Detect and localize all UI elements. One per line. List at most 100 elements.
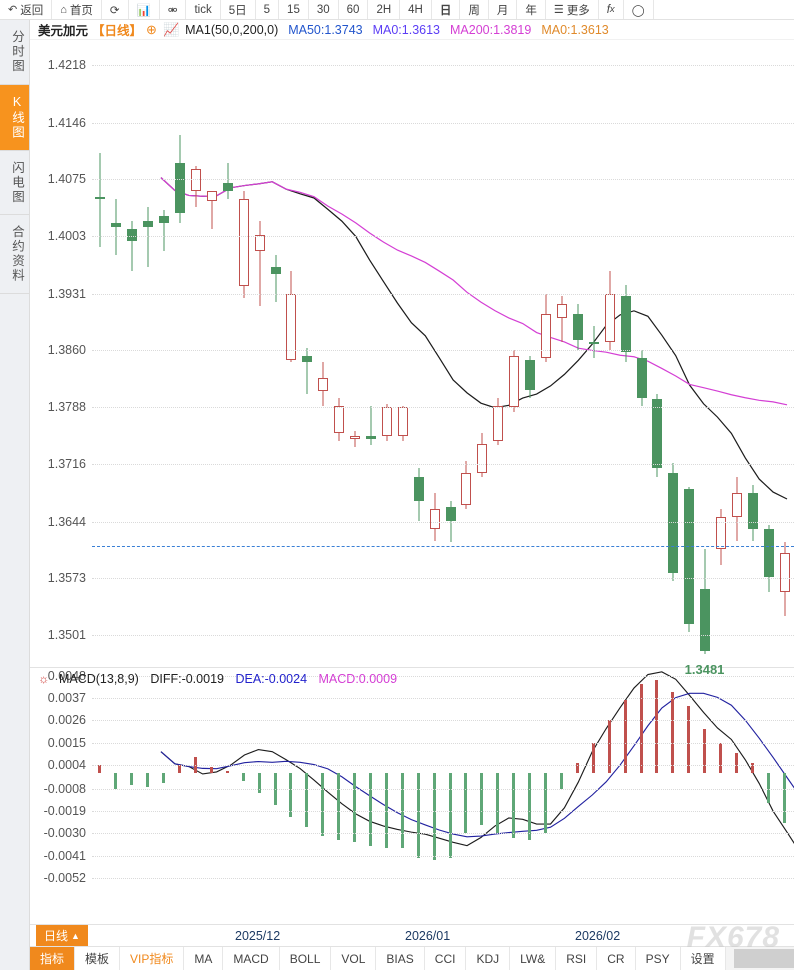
- bottom-toolbar-item-指标[interactable]: 指标: [30, 947, 75, 970]
- line-chart-icon[interactable]: 📈: [163, 22, 179, 38]
- bottom-toolbar-item-boll[interactable]: BOLL: [280, 947, 332, 970]
- bottom-toolbar-item-lw&[interactable]: LW&: [510, 947, 556, 970]
- macd-histogram-bar[interactable]: [592, 743, 595, 773]
- bottom-toolbar-item-cr[interactable]: CR: [597, 947, 635, 970]
- macd-histogram-bar[interactable]: [114, 773, 117, 789]
- macd-y-axis: 0.0048 0.0037 0.0026 0.0015 0.0004 -0.0008 -0.…: [30, 668, 92, 924]
- tab-2hour[interactable]: 2H: [368, 0, 400, 19]
- macd-histogram-bar[interactable]: [687, 706, 690, 773]
- macd-histogram-bar[interactable]: [655, 680, 658, 773]
- home-button[interactable]: ⌂ 首页: [52, 0, 102, 19]
- ma-config-label: MA1(50,0,200,0): [185, 23, 278, 37]
- macd-histogram-bar[interactable]: [544, 773, 547, 834]
- macd-histogram-bar[interactable]: [449, 773, 452, 858]
- macd-histogram-bar[interactable]: [178, 765, 181, 773]
- macd-histogram-bar[interactable]: [146, 773, 149, 787]
- macd-histogram-bar[interactable]: [305, 773, 308, 827]
- macd-histogram-bar[interactable]: [385, 773, 388, 848]
- macd-header: ☼ MACD(13,8,9) DIFF:-0.0019 DEA:-0.0024 …: [38, 672, 397, 686]
- tab-yearly[interactable]: 年: [517, 0, 546, 19]
- macd-histogram-bar[interactable]: [337, 773, 340, 840]
- tab-15min[interactable]: 15: [279, 0, 309, 19]
- tab-daily[interactable]: 日: [432, 0, 461, 19]
- bottom-toolbar-item-kdj[interactable]: KDJ: [466, 947, 510, 970]
- macd-histogram-bar[interactable]: [496, 773, 499, 834]
- bottom-toolbar-item-ma[interactable]: MA: [184, 947, 223, 970]
- price-y-tick: 1.3716: [48, 457, 86, 471]
- macd-bars-area[interactable]: [92, 668, 794, 924]
- macd-histogram-bar[interactable]: [401, 773, 404, 848]
- toolbar-scrollbar-thumb[interactable]: [734, 949, 794, 968]
- chart-type-button[interactable]: 📊: [129, 0, 160, 19]
- home-icon: ⌂: [60, 4, 67, 16]
- price-chart-panel[interactable]: 1.4218 1.4146 1.4075 1.4003 1.3931 1.3860 1.37…: [30, 40, 794, 668]
- macd-histogram-bar[interactable]: [528, 773, 531, 840]
- bottom-toolbar-item-模板[interactable]: 模板: [75, 947, 120, 970]
- ma0-orange-value-label: MA0:1.3613: [541, 23, 608, 37]
- macd-histogram-bar[interactable]: [671, 692, 674, 773]
- macd-y-tick: -0.0052: [44, 871, 86, 885]
- tab-30min[interactable]: 30: [309, 0, 339, 19]
- period-selector-daily[interactable]: 日线 ▲: [36, 925, 88, 946]
- bottom-toolbar-item-macd[interactable]: MACD: [223, 947, 279, 970]
- sidebar-item-timeshare[interactable]: 分时图: [0, 20, 29, 85]
- macd-histogram-bar[interactable]: [560, 773, 563, 789]
- tab-4hour[interactable]: 4H: [400, 0, 432, 19]
- date-tick-2026-01: 2026/01: [405, 929, 450, 943]
- extra-button[interactable]: ◯: [624, 0, 654, 19]
- macd-histogram-bar[interactable]: [480, 773, 483, 825]
- tab-tick[interactable]: tick: [186, 0, 220, 19]
- bottom-toolbar-item-rsi[interactable]: RSI: [556, 947, 597, 970]
- bar-chart-icon: 📊: [137, 3, 151, 17]
- back-button[interactable]: ↶ 返回: [0, 0, 52, 19]
- chart-area: 美元加元 【日线】 ⊕ 📈 MA1(50,0,200,0) MA50:1.374…: [30, 20, 794, 970]
- sidebar-item-kline[interactable]: K线图: [0, 85, 29, 151]
- period-dropdown-icon: ▲: [71, 931, 80, 941]
- price-candles-area[interactable]: [92, 40, 794, 667]
- macd-histogram-bar[interactable]: [210, 767, 213, 773]
- circle-plus-icon[interactable]: ⊕: [146, 22, 157, 38]
- macd-histogram-bar[interactable]: [321, 773, 324, 836]
- macd-panel[interactable]: ☼ MACD(13,8,9) DIFF:-0.0019 DEA:-0.0024 …: [30, 668, 794, 925]
- price-y-tick: 1.4146: [48, 116, 86, 130]
- more-button[interactable]: ☰ 更多: [546, 0, 599, 19]
- macd-histogram-bar[interactable]: [98, 765, 101, 773]
- tab-weekly[interactable]: 周: [460, 0, 489, 19]
- macd-histogram-bar[interactable]: [369, 773, 372, 846]
- indicator-sliders-button[interactable]: ⚮: [160, 0, 187, 19]
- sidebar-item-flash[interactable]: 闪电图: [0, 151, 29, 216]
- macd-histogram-bar[interactable]: [624, 700, 627, 773]
- bottom-toolbar-item-vol[interactable]: VOL: [331, 947, 376, 970]
- macd-histogram-bar[interactable]: [353, 773, 356, 842]
- macd-histogram-bar[interactable]: [162, 773, 165, 783]
- macd-histogram-bar[interactable]: [258, 773, 261, 793]
- macd-histogram-bar[interactable]: [417, 773, 420, 858]
- macd-histogram-bar[interactable]: [735, 753, 738, 773]
- toolbar-scrollbar-track[interactable]: [726, 947, 794, 970]
- refresh-button[interactable]: ⟳: [102, 0, 129, 19]
- macd-histogram-bar[interactable]: [703, 729, 706, 773]
- macd-histogram-bar[interactable]: [130, 773, 133, 785]
- bottom-toolbar-item-bias[interactable]: BIAS: [376, 947, 424, 970]
- macd-histogram-bar[interactable]: [783, 773, 786, 823]
- date-axis[interactable]: 日线 ▲ 2025/12 2026/01 2026/02 FX678: [30, 925, 794, 947]
- macd-histogram-bar[interactable]: [767, 773, 770, 803]
- macd-histogram-bar[interactable]: [226, 771, 229, 773]
- bottom-toolbar-item-cci[interactable]: CCI: [425, 947, 467, 970]
- sidebar-item-contract-info[interactable]: 合约资料: [0, 215, 29, 294]
- bottom-toolbar-item-vip指标[interactable]: VIP指标: [120, 947, 184, 970]
- macd-histogram-bar[interactable]: [433, 773, 436, 860]
- refresh-icon: ⟳: [110, 3, 120, 17]
- tab-5min[interactable]: 5: [256, 0, 279, 19]
- tab-monthly[interactable]: 月: [489, 0, 518, 19]
- macd-histogram-bar[interactable]: [512, 773, 515, 838]
- macd-histogram-bar[interactable]: [464, 773, 467, 834]
- tab-60min[interactable]: 60: [339, 0, 369, 19]
- macd-histogram-bar[interactable]: [242, 773, 245, 781]
- macd-histogram-bar[interactable]: [719, 743, 722, 773]
- macd-settings-icon[interactable]: ☼: [38, 672, 49, 686]
- tab-5day[interactable]: 5日: [221, 0, 256, 19]
- bottom-toolbar-item-psy[interactable]: PSY: [636, 947, 681, 970]
- macd-y-tick: 0.0015: [48, 736, 86, 750]
